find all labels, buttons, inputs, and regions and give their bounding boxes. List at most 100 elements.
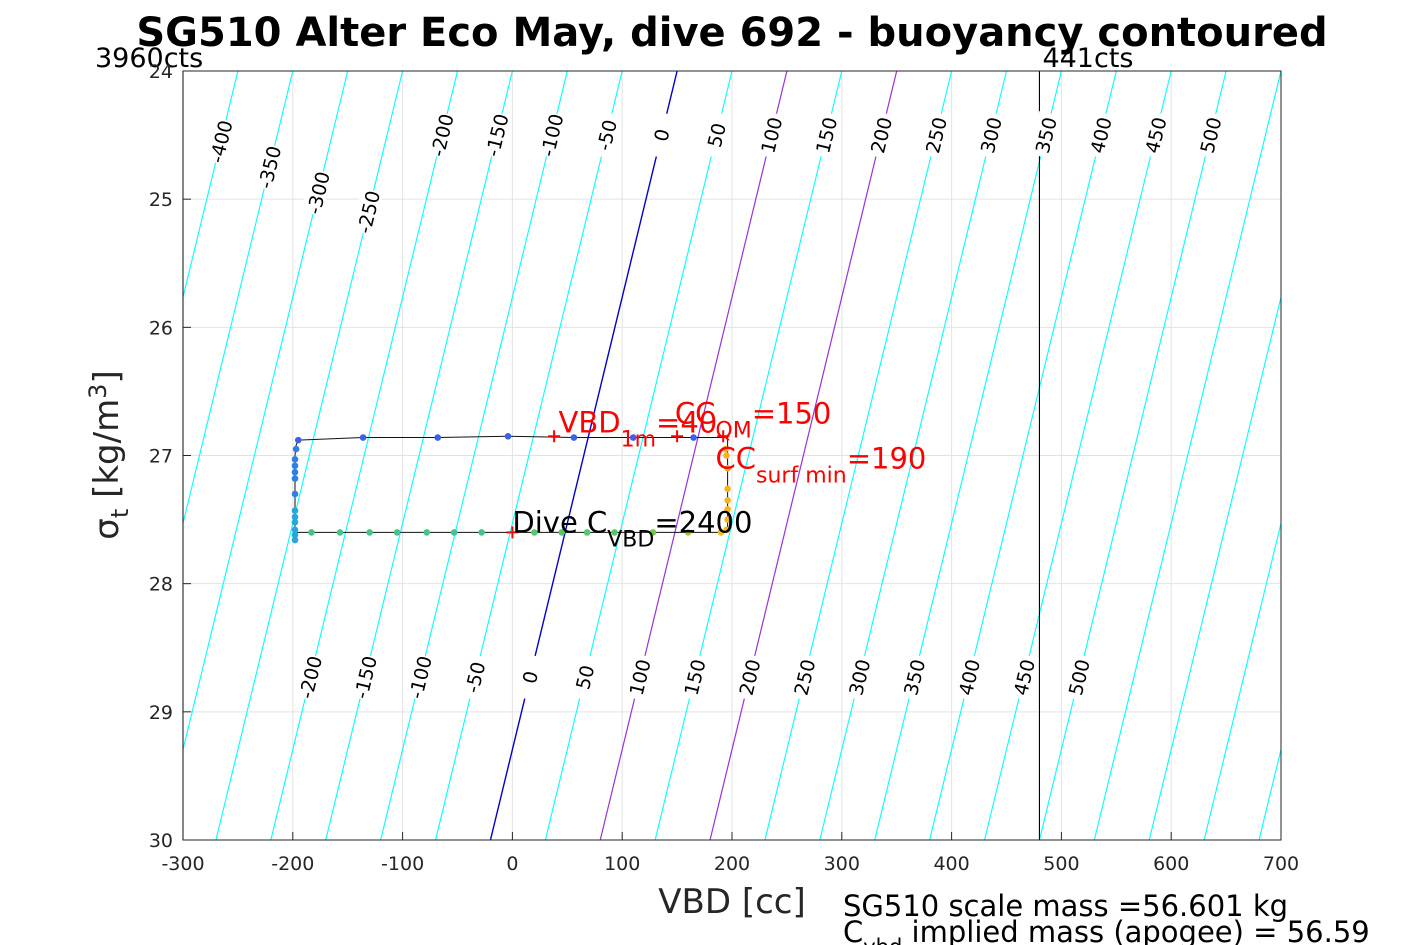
dive-point (724, 485, 731, 493)
chart-title: SG510 Alter Eco May, dive 692 - buoyancy… (136, 10, 1327, 56)
dive-point (722, 445, 729, 453)
dive-point (308, 529, 315, 536)
y-tick-label: 27 (149, 446, 173, 468)
dive-point (531, 529, 538, 536)
footer-rest: implied mass (apogee) = 56.59 (902, 915, 1369, 945)
dive-point (724, 497, 731, 504)
contour-label-text: -300 (303, 169, 335, 216)
contour-label-bg (787, 653, 820, 701)
contour-label-text: 500 (1197, 115, 1227, 155)
contour-label-text: 200 (736, 657, 766, 697)
dive-point (723, 526, 730, 534)
x-tick-label: 700 (1263, 853, 1299, 875)
contour-label-bg (203, 117, 236, 166)
dive-point (629, 434, 637, 441)
contour-line (1258, 747, 1281, 840)
contour-label-text: 350 (900, 657, 930, 697)
y-label-sup-3: 3 (84, 384, 112, 399)
contour-label-bg (351, 187, 384, 236)
contour-label-top: 200 (864, 110, 897, 159)
limit-lines: 3960cts 441cts (95, 43, 1133, 840)
annotation-sub: 1m (621, 427, 656, 452)
dive-point (583, 529, 591, 536)
dive-point (478, 529, 485, 536)
contour-line (183, 71, 294, 526)
dive-point (291, 513, 299, 521)
x-tick-label: 200 (714, 853, 750, 875)
plus-marker (717, 430, 730, 443)
contour-label-bg (301, 168, 334, 217)
x-tick-label: 300 (824, 853, 860, 875)
contour-label-bg (1007, 653, 1039, 701)
contour-line (183, 71, 239, 300)
contour-label-text: -150 (482, 112, 514, 159)
annotation: VBD1m=40 (559, 405, 718, 452)
contour-label-text: 0 (519, 669, 543, 686)
contour-label-top: 150 (809, 110, 842, 159)
y-axis-label: σt [kg/m3] (84, 370, 134, 539)
limit-label: 441cts (1042, 43, 1133, 74)
y-label-units: [kg/m (87, 399, 127, 509)
contour-line (984, 71, 1172, 840)
limit-label: 3960cts (95, 43, 203, 74)
dive-point (291, 536, 299, 544)
y-tick-label: 29 (149, 702, 173, 724)
contour-label-bottom: -50 (458, 653, 490, 701)
contour-label-text: 250 (922, 115, 952, 155)
x-tick-label: 400 (933, 853, 969, 875)
contour-label-bg (458, 653, 490, 701)
plus-marker (671, 430, 684, 443)
y-tick-label: 28 (149, 574, 173, 596)
dive-point (291, 475, 299, 482)
y-tick-label: 30 (149, 830, 173, 852)
contour-label-text: 50 (704, 121, 731, 150)
contour-label-bg (677, 653, 710, 701)
contour-label-bottom: 500 (1062, 653, 1095, 701)
contour-label-top: 50 (699, 110, 732, 159)
dive-point (684, 529, 692, 536)
contour-label-bg (293, 653, 326, 701)
contour-label-bottom: 300 (842, 653, 875, 701)
contour-label-bottom: 350 (897, 653, 930, 701)
contour-label-text: -200 (427, 112, 459, 159)
x-tick-label: -200 (271, 853, 314, 875)
contour-label-text: 100 (626, 657, 656, 697)
contour-label-bottom: -150 (348, 653, 382, 701)
x-tick-label: -300 (161, 853, 204, 875)
dive-point (294, 436, 302, 444)
contour-label-text: 0 (650, 127, 674, 144)
annotation-main: VBD (559, 405, 621, 439)
contour-label-top: 0 (644, 110, 677, 159)
contour-line (1203, 521, 1281, 840)
contour-label-text: 400 (955, 657, 985, 697)
contour-label-bottom: 250 (787, 653, 820, 701)
contour-label-bg (622, 653, 655, 701)
contour-label-top: -300 (301, 168, 335, 217)
contour-label-top: -350 (252, 142, 286, 191)
contour-label-bg (1138, 110, 1171, 159)
contour-label-text: -250 (354, 189, 386, 236)
contour-label-bg (425, 110, 457, 159)
contour-label-bg (348, 653, 381, 701)
contour-label-top: 400 (1083, 110, 1117, 159)
x-axis-label: VBD [cc] (658, 882, 806, 922)
dive-point (292, 445, 300, 453)
contour-label-text: -150 (350, 654, 382, 701)
contour-label-text: -100 (537, 112, 569, 159)
y-label-sigma: σ (87, 518, 127, 540)
x-tick-label: -100 (381, 853, 424, 875)
dive-point (336, 529, 344, 536)
dive-point (359, 434, 367, 441)
contour-lines (183, 71, 1417, 840)
contour-label-bg (897, 653, 930, 701)
contour-label-text: -100 (405, 654, 437, 701)
plus-marker (506, 526, 519, 539)
contour-line (709, 71, 898, 840)
contour-label-top: -400 (203, 117, 238, 166)
dive-point (690, 434, 697, 441)
dive-point (717, 529, 725, 536)
contour-line (1148, 294, 1281, 840)
contour-line (1314, 71, 1417, 840)
contour-line (544, 71, 733, 840)
